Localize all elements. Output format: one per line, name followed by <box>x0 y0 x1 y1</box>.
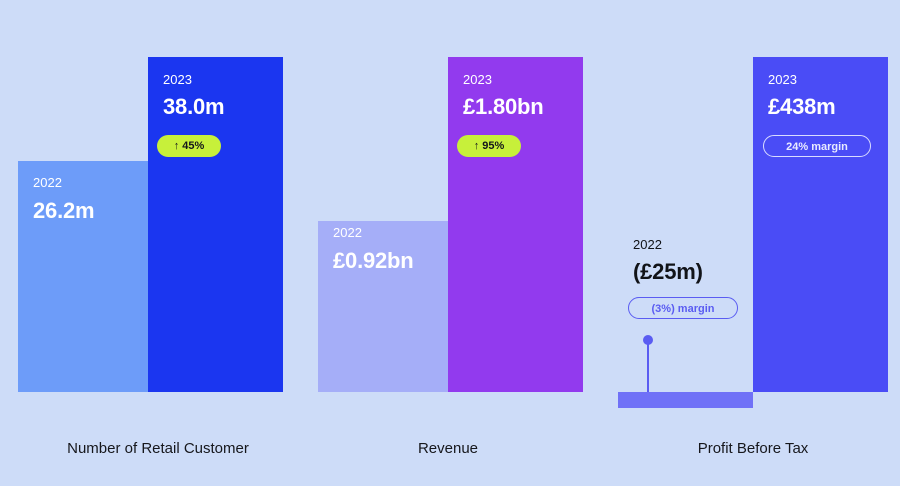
profit-2022-bar <box>618 392 753 408</box>
retail-customers-2023-year: 2023 <box>163 72 192 87</box>
revenue-2023-year: 2023 <box>463 72 492 87</box>
profit-2023-year: 2023 <box>768 72 797 87</box>
revenue-caption: Revenue <box>417 440 479 457</box>
profit-2022-margin-badge: (3%) margin <box>628 297 738 319</box>
retail-customers-2022-year: 2022 <box>33 175 62 190</box>
profit-2022-year: 2022 <box>633 237 662 252</box>
profit-2023-value: £438m <box>768 94 836 119</box>
retail-customers-caption: Number of Retail Customer <box>67 440 249 457</box>
retail-customers-growth-badge: ↑ 45% <box>157 135 221 157</box>
retail-customers-2022-bar <box>18 161 153 392</box>
revenue-growth-badge: ↑ 95% <box>457 135 521 157</box>
profit-2022-value: (£25m) <box>633 259 703 284</box>
profit-2023-margin-badge: 24% margin <box>763 135 871 157</box>
profit-2023-bar <box>753 57 888 392</box>
revenue-2022-year: 2022 <box>333 225 362 240</box>
revenue-2022-bar <box>318 220 453 392</box>
profit-caption: Profit Before Tax <box>697 440 809 457</box>
profit-2022-dot <box>643 335 653 345</box>
revenue-2022-value: £0.92bn <box>333 248 414 273</box>
revenue-2023-value: £1.80bn <box>463 94 544 119</box>
retail-customers-2023-bar <box>148 57 283 392</box>
retail-customers-2023-value: 38.0m <box>163 94 225 119</box>
retail-customers-2022-value: 26.2m <box>33 198 95 223</box>
revenue-2023-bar <box>448 57 583 392</box>
